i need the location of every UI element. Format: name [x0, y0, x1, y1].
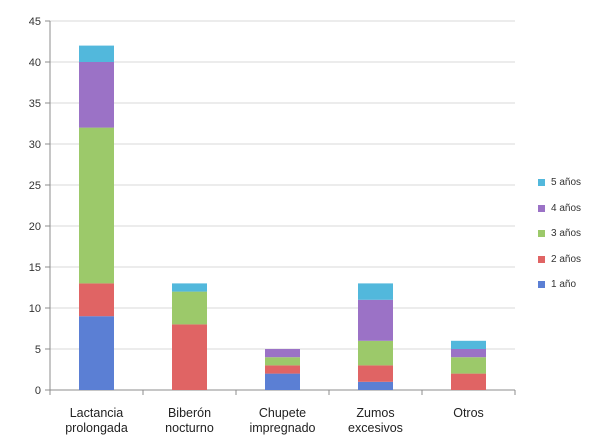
y-tick-label: 0	[35, 385, 41, 397]
y-tick-label: 40	[29, 57, 41, 69]
legend-item: 2 años	[538, 247, 589, 273]
y-tick-label: 30	[29, 139, 41, 151]
x-category-label-line: Otros	[453, 406, 484, 420]
bar-segment	[451, 373, 486, 390]
legend-swatch	[538, 281, 545, 289]
bar-segment	[172, 291, 207, 325]
bar-segment	[358, 340, 393, 366]
x-category-label-line: Lactancia	[70, 406, 124, 420]
y-tick-labels: 0 5 10 15 20 25 30 35 40 45	[29, 16, 41, 397]
legend-label: 3 años	[551, 228, 582, 240]
y-tick-label: 25	[29, 180, 41, 192]
legend-item: 5 años	[538, 170, 589, 196]
x-category-label-line: impregnado	[249, 421, 315, 435]
x-category-label-line: Zumos	[356, 406, 394, 420]
x-category-label: Chupete impregnado	[249, 406, 315, 435]
bar-segment	[172, 324, 207, 390]
legend-swatch	[538, 204, 545, 212]
legend-label: 2 años	[551, 253, 582, 265]
y-tick-label: 35	[29, 98, 41, 110]
bar-segment	[358, 365, 393, 382]
y-tick-label: 10	[29, 303, 41, 315]
bar-segment	[358, 299, 393, 341]
x-category-label: Zumos excesivos	[348, 406, 403, 435]
y-tick-label: 15	[29, 262, 41, 274]
legend-label: 5 años	[551, 177, 582, 189]
legend-item: 3 años	[538, 221, 589, 247]
bar-segment	[172, 283, 207, 292]
bar-segment	[265, 349, 300, 358]
legend-label: 1 año	[551, 279, 577, 291]
x-category-label-line: prolongada	[65, 421, 128, 435]
legend-swatch	[538, 179, 545, 187]
bar-segment	[451, 357, 486, 374]
x-category-label-line: Biberón	[168, 406, 211, 420]
legend-item: 1 año	[538, 272, 589, 298]
category-labels: Lactancia prolongada Biberón nocturno Chupet…	[65, 406, 484, 435]
legend-label: 4 años	[551, 202, 582, 214]
bar-segment	[79, 45, 114, 62]
x-category-label-line: Chupete	[259, 406, 306, 420]
x-category-label-line: excesivos	[348, 421, 403, 435]
legend-swatch	[538, 255, 545, 263]
bar-segment	[265, 357, 300, 366]
bar-segment	[79, 283, 114, 317]
bar-segment	[265, 365, 300, 374]
bars	[79, 45, 486, 390]
x-category-label: Biberón nocturno	[165, 406, 214, 435]
bar-segment	[79, 62, 114, 128]
legend-item: 4 años	[538, 196, 589, 222]
bar-segment	[358, 381, 393, 390]
gridlines	[50, 20, 515, 350]
x-category-label: Lactancia prolongada	[65, 406, 128, 435]
y-tick-label: 20	[29, 221, 41, 233]
bar-segment	[451, 349, 486, 358]
bar-segment	[79, 316, 114, 390]
bar-segment	[265, 373, 300, 390]
bar-segment	[451, 340, 486, 349]
x-category-label: Otros	[453, 406, 484, 420]
x-category-label-line: nocturno	[165, 421, 214, 435]
legend: 5 años 4 años 3 años 2 años 1 año	[538, 170, 589, 298]
bar-segment	[79, 127, 114, 284]
bar-segment	[358, 283, 393, 300]
axes	[45, 20, 516, 395]
y-tick-label: 45	[29, 16, 41, 28]
legend-swatch	[538, 230, 545, 238]
y-tick-label: 5	[35, 344, 41, 356]
